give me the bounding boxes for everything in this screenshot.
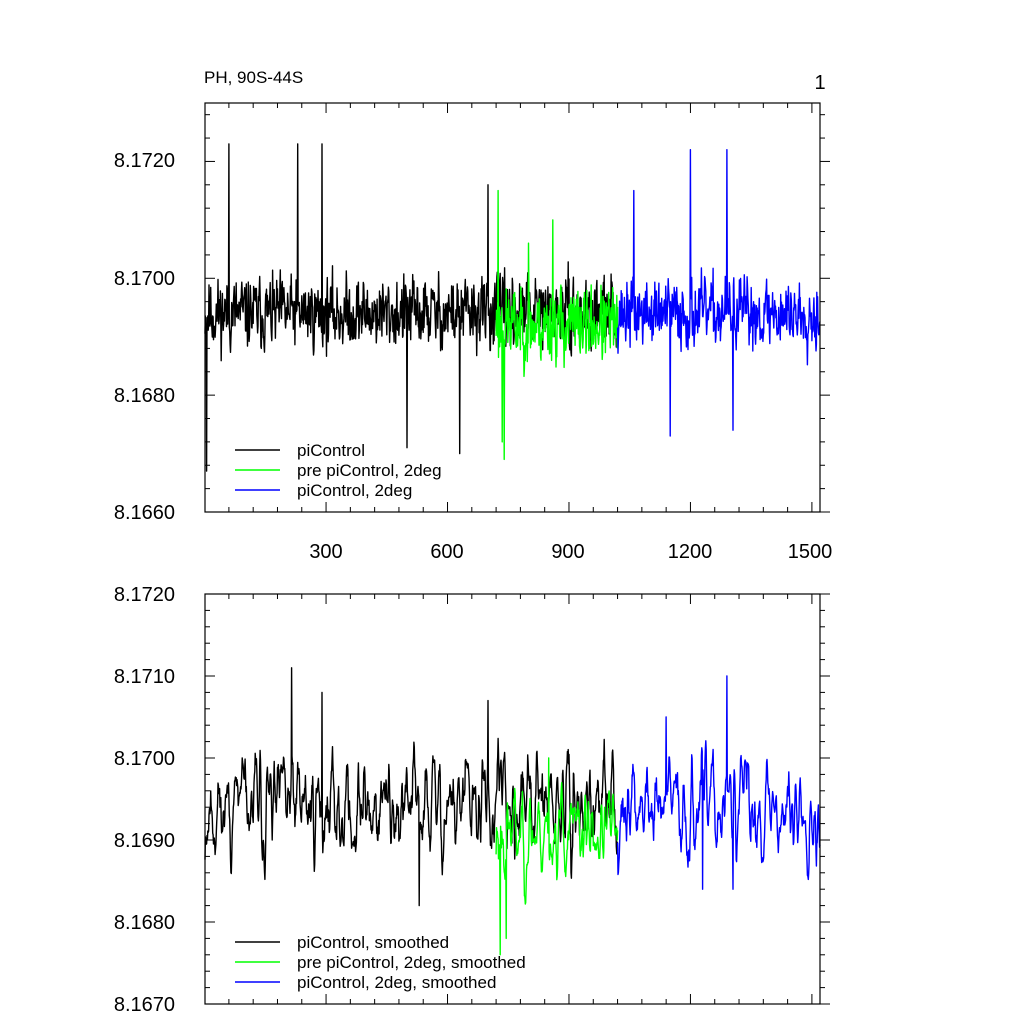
panel-top-xtick-label-900: 900 <box>551 541 584 563</box>
panel-top-title-left: PH, 90S-44S <box>204 68 303 87</box>
panel-bottom-ytick-label-8.1680: 8.1680 <box>114 912 175 934</box>
panel-bottom-ytick-label-8.1710: 8.1710 <box>114 666 175 688</box>
panel-bottom-series <box>204 667 821 956</box>
panel-top-frame <box>204 102 821 513</box>
series-line-0-1 <box>495 189 619 461</box>
series-line-1-1 <box>495 757 619 956</box>
panel-bottom: 8.1720 8.1710 8.1700 8.1690 8.1680 8.167… <box>114 584 830 1016</box>
panel-top-ticks <box>205 103 830 513</box>
panel-bottom-ytick-label-8.1720: 8.1720 <box>114 584 175 606</box>
legend-label-picontrol-2deg-smoothed: piControl, 2deg, smoothed <box>297 973 496 992</box>
panel-top-xtick-label-1200: 1200 <box>668 541 713 563</box>
panel-top-xtick-label-600: 600 <box>430 541 463 563</box>
legend-label-picontrol: piControl <box>297 441 365 460</box>
series-line-1-2 <box>616 675 821 890</box>
panel-top-xtick-label-1500: 1500 <box>788 541 833 563</box>
panel-top-ytick-label-8.1720: 8.1720 <box>114 150 175 172</box>
panel-top-legend: piControl pre piControl, 2deg piControl,… <box>235 441 442 500</box>
panel-top-title-right: 1 <box>814 72 825 94</box>
panel-top-xtick-label-300: 300 <box>309 541 342 563</box>
legend-label-pre-picontrol-2deg-smoothed: pre piControl, 2deg, smoothed <box>297 953 526 972</box>
panel-top-series <box>204 143 821 472</box>
panel-top-ytick-label-8.1700: 8.1700 <box>114 268 175 290</box>
panel-top: PH, 90S-44S 1 8.1720 8.1700 8.1680 8.166… <box>114 68 832 563</box>
legend-label-picontrol-smoothed: piControl, smoothed <box>297 933 449 952</box>
panel-bottom-ytick-label-8.1700: 8.1700 <box>114 748 175 770</box>
panel-bottom-frame <box>204 593 821 1005</box>
panel-top-ytick-label-8.1680: 8.1680 <box>114 385 175 407</box>
series-line-0-2 <box>616 149 821 437</box>
legend-label-picontrol-2deg: piControl, 2deg <box>297 481 412 500</box>
panel-bottom-legend: piControl, smoothed pre piControl, 2deg,… <box>235 933 526 992</box>
series-line-0-0 <box>204 143 619 472</box>
panel-bottom-ticks <box>205 593 830 1005</box>
panel-top-ytick-label-8.1660: 8.1660 <box>114 502 175 524</box>
panel-bottom-ytick-label-8.1690: 8.1690 <box>114 830 175 852</box>
panel-bottom-ytick-label-8.1670: 8.1670 <box>114 994 175 1016</box>
legend-label-pre-picontrol-2deg: pre piControl, 2deg <box>297 461 442 480</box>
